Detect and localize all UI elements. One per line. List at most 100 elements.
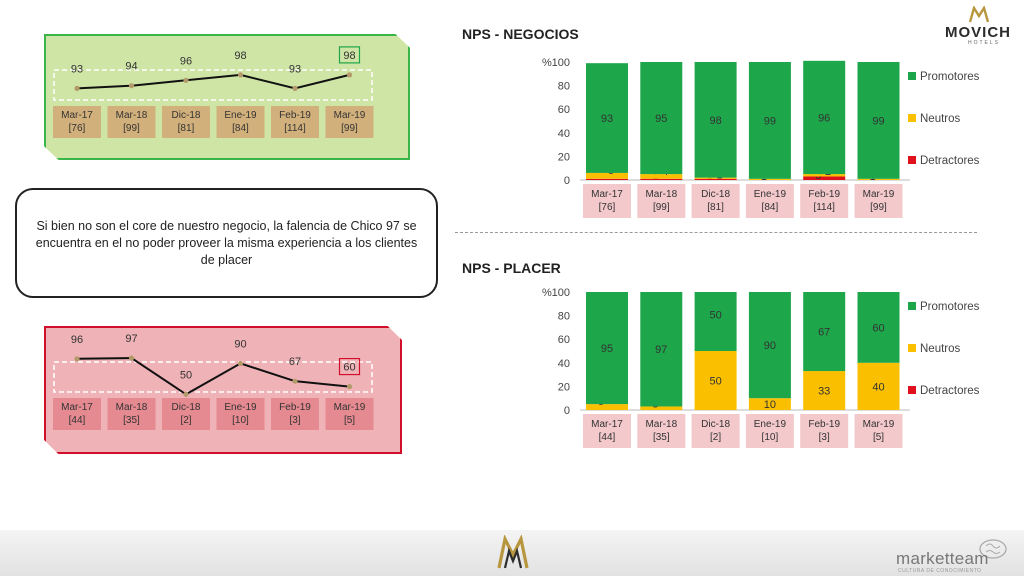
bar-segment-promotores bbox=[694, 292, 737, 351]
legend-label-promotores: Promotores bbox=[920, 301, 980, 313]
x-base-label: [5] bbox=[873, 432, 884, 443]
legend-swatch-promotores bbox=[908, 302, 916, 310]
trend-category-label: Ene-19 bbox=[224, 402, 257, 413]
category-box bbox=[745, 184, 794, 218]
y-tick-label: 0 bbox=[564, 175, 570, 187]
bar-segment-neutros bbox=[694, 177, 737, 179]
x-base-label: [76] bbox=[599, 202, 616, 213]
x-tick-label: Dic-18 bbox=[701, 419, 730, 430]
trend-base-label: [76] bbox=[69, 123, 86, 134]
category-box bbox=[637, 414, 686, 448]
x-tick-label: Dic-18 bbox=[701, 189, 730, 200]
legend-label-neutros: Neutros bbox=[920, 343, 961, 355]
brand-logo bbox=[968, 5, 990, 29]
legend-label-detractores: Detractores bbox=[920, 385, 980, 397]
bar-segment-promotores bbox=[857, 292, 900, 363]
x-base-label: [114] bbox=[813, 202, 835, 213]
trend-point bbox=[237, 72, 244, 78]
trend-point bbox=[292, 378, 298, 384]
marketteam-tagline: CULTURA DE CONOCIMIENTO bbox=[898, 568, 982, 574]
bar-data-label: 95 bbox=[601, 343, 613, 355]
trend-value-label: 98 bbox=[343, 50, 355, 62]
bar-segment-promotores bbox=[640, 292, 683, 407]
x-base-label: [84] bbox=[762, 202, 779, 213]
x-base-label: [44] bbox=[599, 432, 616, 443]
bar-segment-neutros bbox=[640, 174, 683, 179]
bar-segment-neutros bbox=[748, 398, 791, 410]
bar-data-label: 97 bbox=[655, 344, 667, 356]
trend-base-label: [5] bbox=[344, 415, 355, 426]
trend-frame bbox=[53, 69, 373, 101]
negocios-trend-panel bbox=[44, 34, 410, 160]
trend-value-label: 90 bbox=[234, 338, 246, 350]
x-base-label: [99] bbox=[870, 202, 887, 213]
trend-line bbox=[76, 357, 350, 396]
bar-data-label: 67 bbox=[818, 327, 830, 339]
legend-label-detractores: Detractores bbox=[920, 155, 980, 167]
y-tick-label: 40 bbox=[558, 358, 570, 370]
bar-data-label: 96 bbox=[818, 112, 830, 124]
bar-segment-promotores bbox=[803, 60, 846, 175]
y-axis-unit: % bbox=[542, 57, 552, 69]
bar-segment-detractores bbox=[803, 176, 846, 180]
category-box bbox=[854, 414, 903, 448]
category-box bbox=[583, 184, 631, 218]
marketteam-logo: marketteam bbox=[896, 549, 989, 568]
bar-data-label: 90 bbox=[764, 340, 776, 352]
trend-category-label: Mar-18 bbox=[116, 402, 148, 413]
axis-label-box bbox=[162, 398, 210, 430]
trend-category-label: Mar-19 bbox=[334, 110, 366, 121]
trend-base-label: [114] bbox=[284, 123, 306, 134]
trend-point bbox=[292, 85, 298, 91]
trend-category-label: Mar-18 bbox=[116, 110, 148, 121]
category-box bbox=[691, 414, 740, 448]
trend-category-label: Mar-17 bbox=[61, 110, 93, 121]
bar-data-label: 33 bbox=[818, 386, 830, 398]
bar-segment-promotores bbox=[694, 62, 737, 178]
category-box bbox=[583, 414, 631, 448]
trend-category-label: Dic-18 bbox=[172, 110, 201, 121]
axis-label-box bbox=[107, 398, 156, 430]
y-tick-label: 20 bbox=[558, 151, 570, 163]
legend-swatch-neutros bbox=[908, 344, 916, 352]
trend-point bbox=[128, 83, 135, 89]
bar-segment-promotores bbox=[803, 292, 846, 372]
bar-segment-neutros bbox=[803, 371, 846, 410]
x-tick-label: Ene-19 bbox=[754, 419, 787, 430]
bar-segment-neutros bbox=[857, 362, 900, 410]
trend-category-label: Mar-17 bbox=[61, 402, 93, 413]
bar-segment-neutros bbox=[857, 178, 900, 180]
trend-point bbox=[346, 72, 353, 78]
negocios-stacked-bar-chart: 020406080100%593Mar-17[76]1495Mar-18[99]… bbox=[542, 57, 980, 218]
category-box bbox=[800, 414, 849, 448]
axis-label-box bbox=[216, 398, 265, 430]
category-box bbox=[745, 414, 794, 448]
trend-point bbox=[183, 77, 189, 83]
y-tick-label: 40 bbox=[558, 128, 570, 140]
x-base-label: [35] bbox=[653, 432, 670, 443]
bar-segment-neutros bbox=[694, 351, 737, 410]
trend-point bbox=[74, 85, 80, 91]
trend-point bbox=[346, 383, 353, 390]
x-tick-label: Mar-17 bbox=[591, 419, 623, 430]
bar-segment-promotores bbox=[857, 62, 900, 179]
legend-swatch-neutros bbox=[908, 114, 916, 122]
x-base-label: [10] bbox=[762, 432, 779, 443]
bar-segment-detractores bbox=[694, 178, 737, 180]
bar-segment-detractores bbox=[640, 178, 683, 180]
bar-data-label: 98 bbox=[709, 115, 721, 127]
trend-category-label: Dic-18 bbox=[172, 402, 201, 413]
trend-base-label: [3] bbox=[289, 415, 300, 426]
y-tick-label: 60 bbox=[558, 104, 570, 116]
trend-base-label: [99] bbox=[341, 123, 358, 134]
brand-name: MOVICH bbox=[945, 24, 1011, 41]
bar-segment-neutros bbox=[803, 174, 846, 177]
axis-label-box bbox=[271, 398, 319, 430]
placer-title: NPS - PLACER bbox=[462, 260, 561, 276]
x-tick-label: Feb-19 bbox=[808, 189, 840, 200]
bar-data-label: 95 bbox=[655, 113, 667, 125]
axis-label-box bbox=[107, 106, 156, 138]
trend-base-label: [2] bbox=[180, 415, 191, 426]
axis-label-box bbox=[325, 106, 374, 138]
legend-swatch-detractores bbox=[908, 386, 916, 394]
